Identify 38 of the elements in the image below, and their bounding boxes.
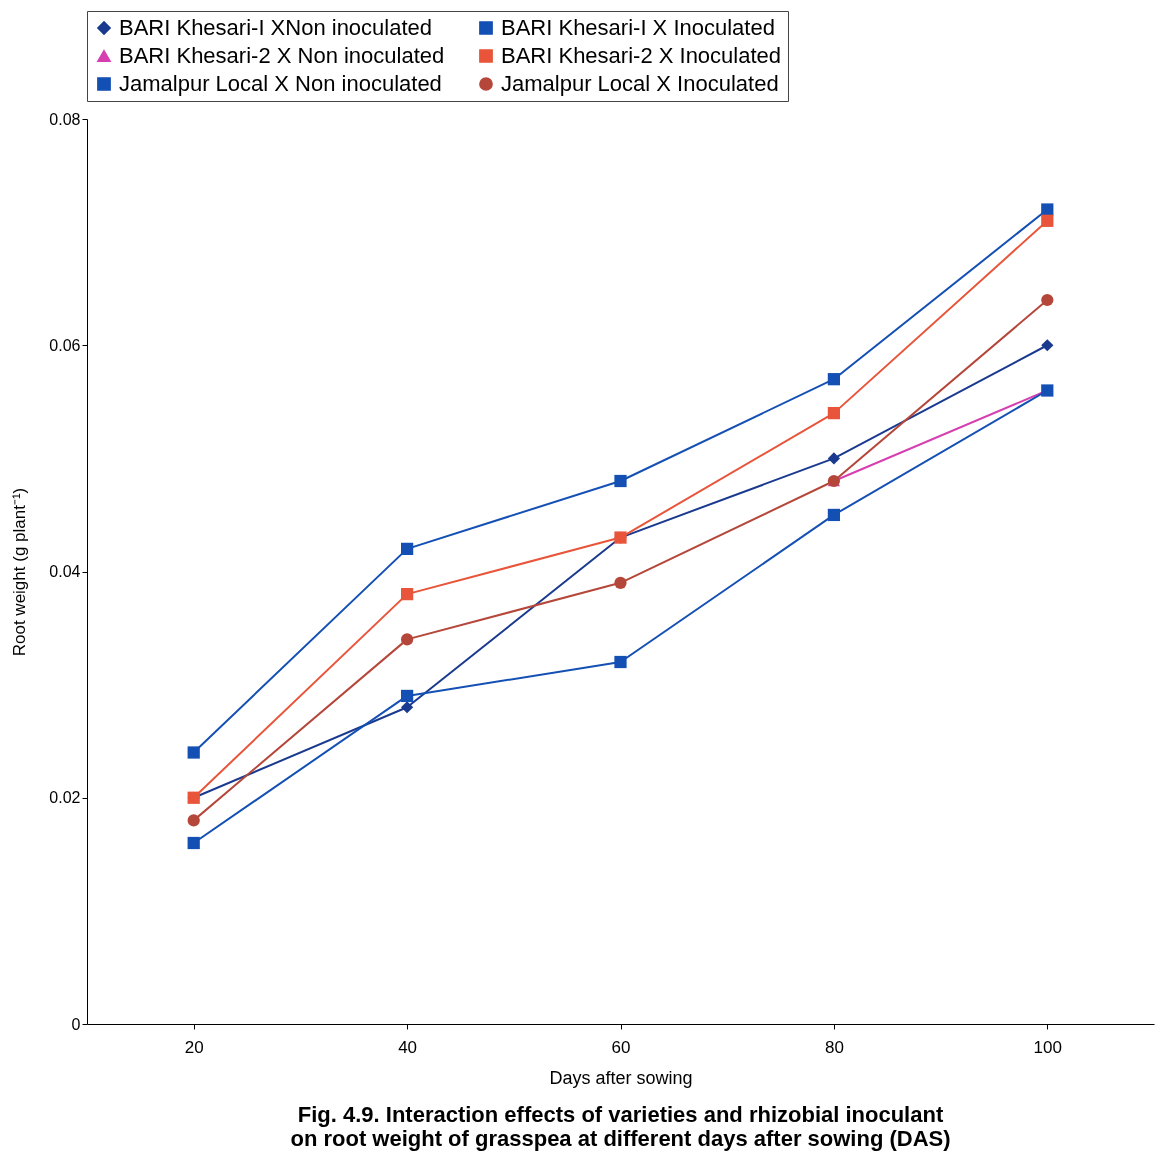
- point: [1041, 203, 1054, 216]
- point: [614, 474, 627, 488]
- point: [1041, 293, 1054, 307]
- legend-label: Jamalpur Local X Non inoculated: [119, 71, 442, 96]
- point: [400, 588, 414, 601]
- y-tick-label: 0.06: [49, 336, 81, 354]
- y-tick-label: 0.08: [49, 110, 81, 128]
- text: Fig. 4.9. Interaction effects of varieties and rhizobial inoculant on root weight of grasspea at different days after sowing (DAS): [290, 1102, 951, 1151]
- y-tick-label: 0.02: [49, 789, 81, 807]
- x-axis-title: Days after sowing: [549, 1067, 693, 1088]
- point: [827, 452, 841, 465]
- y-axis-title: Root weight (g plant⁻¹): [10, 487, 30, 657]
- legend-label: BARI Khesari-2 X Non inoculated: [119, 43, 445, 68]
- y-tick-label: 0: [71, 1015, 81, 1033]
- point: [400, 701, 414, 714]
- x-tick-label: 100: [1033, 1037, 1062, 1057]
- x-tick-label: 60: [611, 1037, 631, 1057]
- point: [1041, 339, 1054, 352]
- point: [614, 655, 627, 669]
- x-tick-label: 20: [184, 1037, 204, 1057]
- y-tick-label: 0.04: [49, 563, 81, 580]
- legend-label: BARI Khesari-2 X Inoculated: [501, 43, 782, 68]
- point: [400, 633, 414, 646]
- point: [827, 407, 841, 420]
- legend-label: BARI Khesari-I X Inoculated: [501, 15, 775, 40]
- point: [827, 373, 841, 386]
- point: [400, 542, 414, 555]
- point: [187, 836, 200, 850]
- point: [400, 689, 414, 703]
- point: [187, 814, 200, 827]
- point: [614, 576, 627, 589]
- point: [1041, 214, 1054, 227]
- point: [827, 508, 841, 522]
- x-tick-label: 80: [824, 1037, 844, 1057]
- legend-label: BARI Khesari-I XNon inoculated: [119, 15, 433, 40]
- point: [187, 746, 200, 759]
- legend-label: Jamalpur Local X Inoculated: [501, 71, 779, 96]
- x-tick-label: 40: [398, 1037, 418, 1057]
